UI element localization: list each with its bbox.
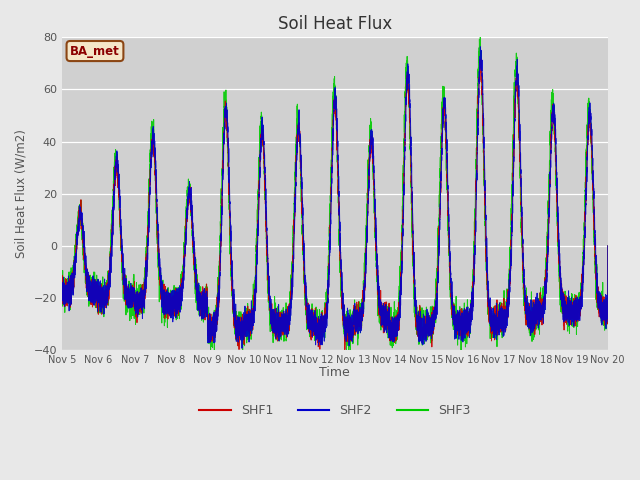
Y-axis label: Soil Heat Flux (W/m2): Soil Heat Flux (W/m2) [15,129,28,258]
Legend: SHF1, SHF2, SHF3: SHF1, SHF2, SHF3 [195,399,476,422]
Text: BA_met: BA_met [70,45,120,58]
Title: Soil Heat Flux: Soil Heat Flux [278,15,392,33]
X-axis label: Time: Time [319,366,350,379]
